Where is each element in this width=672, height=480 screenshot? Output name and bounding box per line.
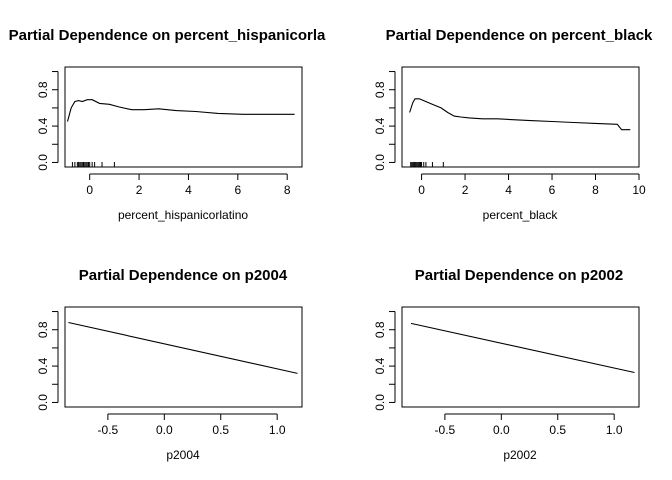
y-tick-label: 0.4: [36, 117, 50, 134]
y-tick-label: 0.0: [373, 154, 387, 171]
plot-box: [64, 306, 303, 408]
x-tick-label: 0.5: [549, 423, 566, 437]
y-tick-label: 0.0: [36, 394, 50, 411]
y-tick-label: 0.4: [373, 117, 387, 134]
x-tick-label: 2: [136, 183, 143, 197]
y-tick-label: 0.8: [36, 321, 50, 338]
plot-box: [401, 306, 640, 408]
x-tick-label: 0: [86, 183, 93, 197]
y-tick-label: 0.8: [36, 81, 50, 98]
y-axis: 0.0 0.4 0.8: [36, 311, 59, 411]
chart-title: Partial Dependence on p2002: [415, 267, 623, 284]
y-axis: 0.0 0.4 0.8: [373, 71, 396, 171]
y-tick-label: 0.4: [36, 357, 50, 374]
y-tick-label: 0.8: [373, 81, 387, 98]
series-line: [66, 99, 295, 122]
x-tick-label: 1.0: [606, 423, 623, 437]
x-tick-label: 6: [234, 183, 241, 197]
chart-panel-black: Partial Dependence on percent_black 0.00…: [373, 27, 653, 222]
x-axis-label: p2002: [503, 448, 537, 462]
y-tick-label: 0.0: [36, 154, 50, 171]
x-axis-label: percent_hispanicorlatino: [118, 208, 248, 222]
x-tick-label: 6: [549, 183, 556, 197]
chart-panel-p2002: Partial Dependence on p2002 0.0 0.4 0.8 -0…: [373, 267, 640, 462]
chart-title: Partial Dependence on percent_black: [386, 27, 653, 44]
x-tick-label: 0: [418, 183, 425, 197]
rug-marks: [410, 162, 444, 167]
y-axis: 0.0 0.4 0.8: [373, 311, 396, 411]
series-line: [410, 322, 635, 374]
x-tick-label: -0.5: [435, 423, 456, 437]
chart-title: Partial Dependence on p2004: [79, 267, 288, 284]
chart-panel-hispanic: Partial Dependence on percent_hispanicor…: [9, 27, 326, 222]
y-tick-label: 0.4: [373, 357, 387, 374]
y-tick-label: 0.0: [373, 394, 387, 411]
chart-panel-p2004: Partial Dependence on p2004 0.0 0.4 0.8 -0…: [36, 267, 303, 462]
series-line: [68, 321, 298, 374]
x-tick-label: 0.0: [493, 423, 510, 437]
x-axis: -0.5 0.0 0.5 1.0: [98, 413, 286, 437]
x-tick-label: 4: [185, 183, 192, 197]
x-axis-label: percent_black: [483, 208, 559, 222]
x-tick-label: 1.0: [269, 423, 286, 437]
x-tick-label: 8: [284, 183, 291, 197]
plot-box: [401, 66, 640, 168]
y-axis: 0.0 0.4 0.8: [36, 71, 59, 171]
chart-title: Partial Dependence on percent_hispanicor…: [9, 27, 326, 44]
series-line: [409, 98, 631, 131]
x-tick-label: 10: [632, 183, 646, 197]
x-axis: -0.5 0.0 0.5 1.0: [435, 413, 623, 437]
x-tick-label: 0.0: [156, 423, 173, 437]
plot-box: [64, 66, 303, 168]
y-tick-label: 0.8: [373, 321, 387, 338]
x-axis-label: p2004: [166, 448, 200, 462]
x-axis: 0 2 4 6 8 10: [418, 173, 646, 197]
x-tick-label: 4: [505, 183, 512, 197]
rug-marks: [71, 162, 115, 167]
x-tick-label: 0.5: [212, 423, 229, 437]
x-axis: 0 2 4 6 8: [86, 173, 291, 197]
x-tick-label: -0.5: [98, 423, 119, 437]
x-tick-label: 2: [462, 183, 469, 197]
x-tick-label: 8: [592, 183, 599, 197]
